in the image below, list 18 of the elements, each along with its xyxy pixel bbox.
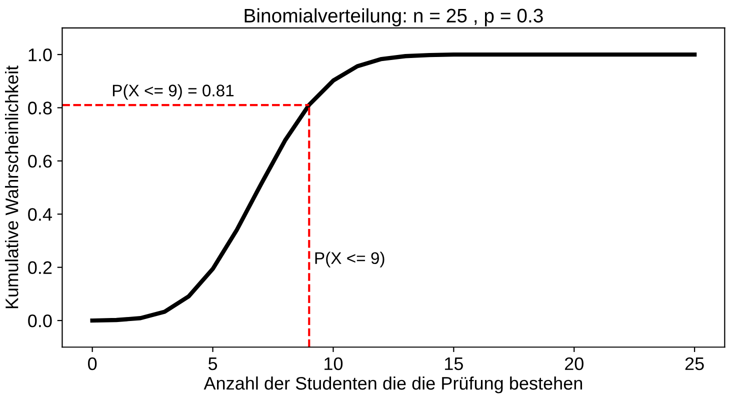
y-tick-label: 0.6 [28,154,52,168]
y-tick-label: 0.8 [28,102,52,114]
y-tick-label: 1.0 [28,48,52,62]
x-axis-title: Anzahl der Studenten die die Prüfung bestehen [204,376,582,394]
x-tick-label: 10 [324,357,343,370]
x-tick-label: 0 [88,357,97,370]
line-series [90,52,697,323]
x-tick-label: 25 [685,357,704,370]
x-tick-label: 15 [445,358,463,370]
x-tick-label: 20 [564,357,584,370]
ref-line-label: P(X <= 9) [315,252,384,268]
y-tick-label: 0.2 [28,261,52,274]
ref-line-label: P(X <= 9) = 0.81 [112,84,234,100]
x-tick-label: 5 [208,358,218,370]
y-axis-title: Kumulative Wahrscheinlichkeit [5,66,18,308]
y-tick-label: 0.0 [28,314,52,328]
chart-title: Binomialverteilung: n = 25 , p = 0.3 [244,8,543,26]
y-tick-label: 0.4 [28,208,52,221]
